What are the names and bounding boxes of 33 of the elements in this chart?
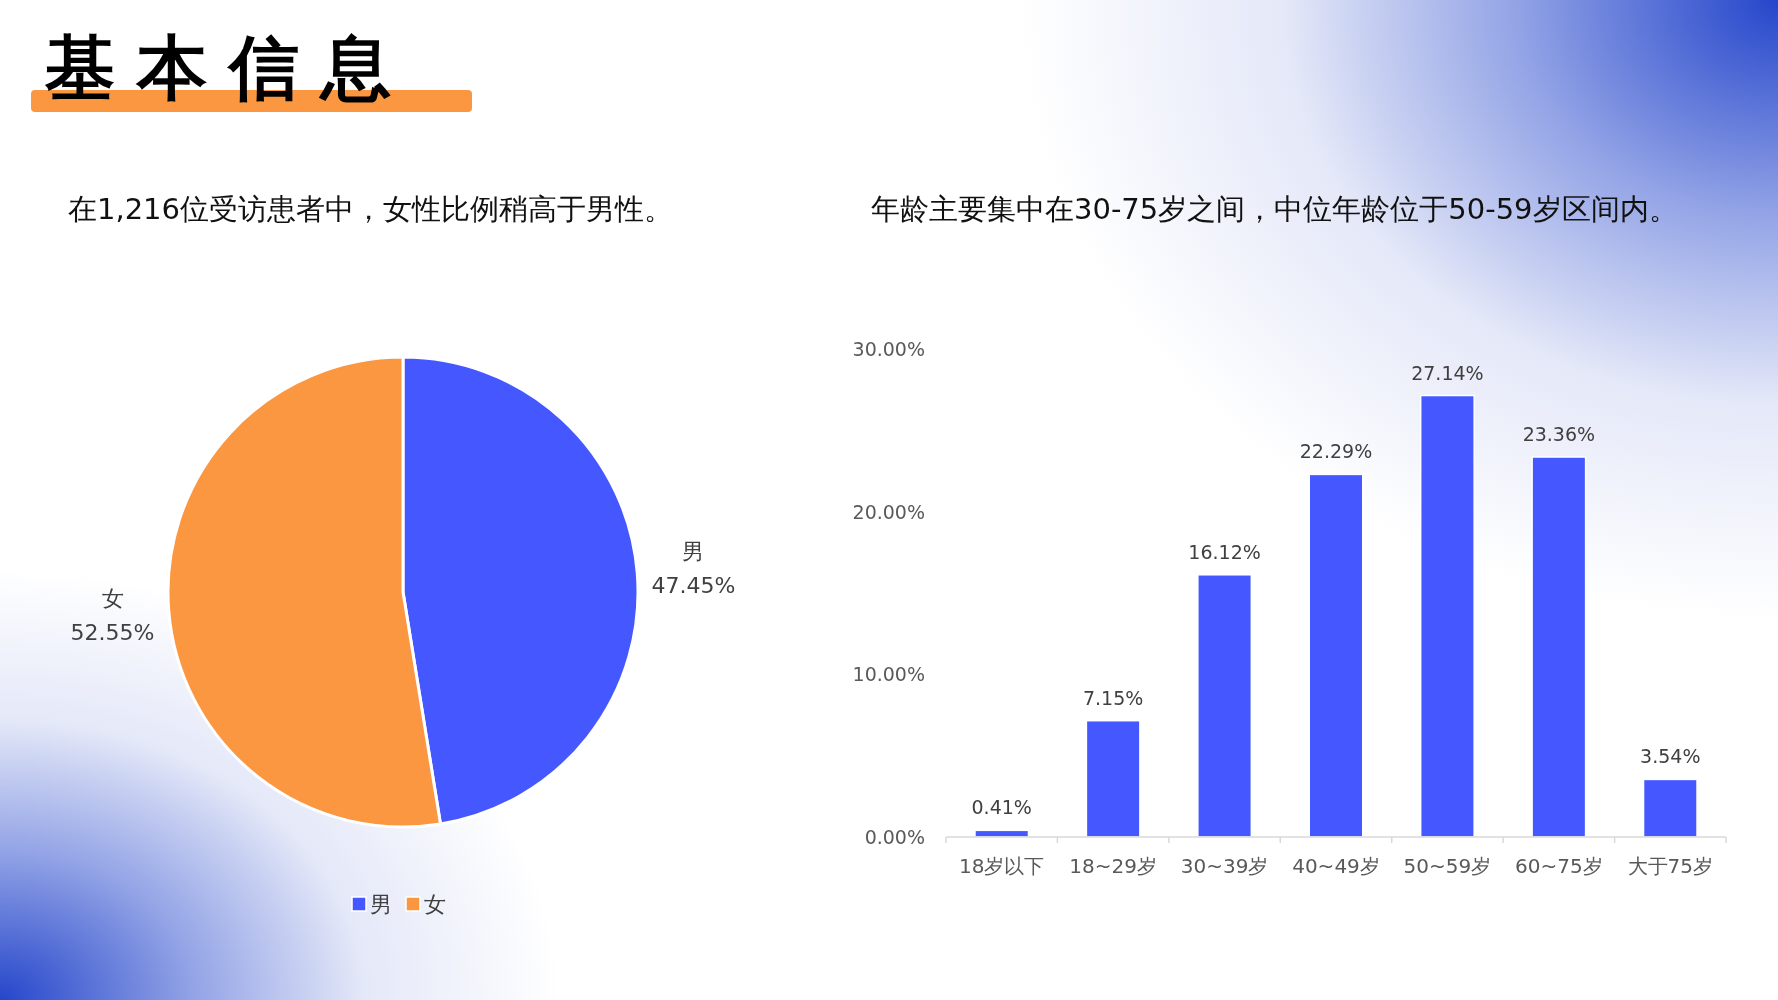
y-tick-label: 30.00% bbox=[852, 338, 925, 360]
legend-label: 男 bbox=[370, 891, 392, 917]
data-label: 22.29% bbox=[1299, 440, 1373, 463]
x-tick-label: 18岁以下 bbox=[958, 854, 1045, 878]
data-label: 23.36% bbox=[1522, 423, 1596, 446]
y-tick-label: 20.00% bbox=[852, 500, 925, 523]
slice-label: 女 bbox=[101, 585, 124, 611]
y-tick-label: 10.00% bbox=[852, 663, 925, 686]
x-tick-label: 18~29岁 bbox=[1069, 854, 1157, 878]
slice-label: 男 bbox=[682, 539, 705, 565]
data-label: 47.45% bbox=[651, 573, 736, 599]
data-label: 7.15% bbox=[1082, 686, 1144, 709]
data-label: 52.55% bbox=[70, 619, 155, 645]
bar bbox=[1085, 719, 1141, 838]
x-tick-label: 60~75岁 bbox=[1515, 854, 1603, 878]
data-label: 0.41% bbox=[971, 796, 1032, 819]
bar bbox=[1642, 778, 1698, 838]
y-tick-label: 0.00% bbox=[864, 826, 925, 848]
bar bbox=[1197, 574, 1253, 838]
x-tick-label: 大于75岁 bbox=[1627, 854, 1714, 878]
x-tick-label: 50~59岁 bbox=[1403, 854, 1492, 878]
legend-label: 女 bbox=[424, 891, 446, 917]
data-label: 16.12% bbox=[1188, 540, 1261, 563]
chart-title: 年龄主要集中在30-75岁之间，中位年龄位于50-59岁区间内。 bbox=[871, 192, 1678, 226]
data-label: 27.14% bbox=[1411, 361, 1484, 384]
bar bbox=[1531, 456, 1587, 838]
chart-title: 在1,216位受访患者中，女性比例稍高于男性。 bbox=[68, 192, 674, 226]
bar bbox=[1308, 473, 1364, 838]
x-tick-label: 40~49岁 bbox=[1292, 854, 1380, 878]
bar bbox=[1419, 394, 1475, 838]
data-label: 3.54% bbox=[1640, 745, 1701, 768]
x-tick-label: 30~39岁 bbox=[1180, 854, 1269, 878]
text: 基本信息 bbox=[44, 27, 413, 109]
